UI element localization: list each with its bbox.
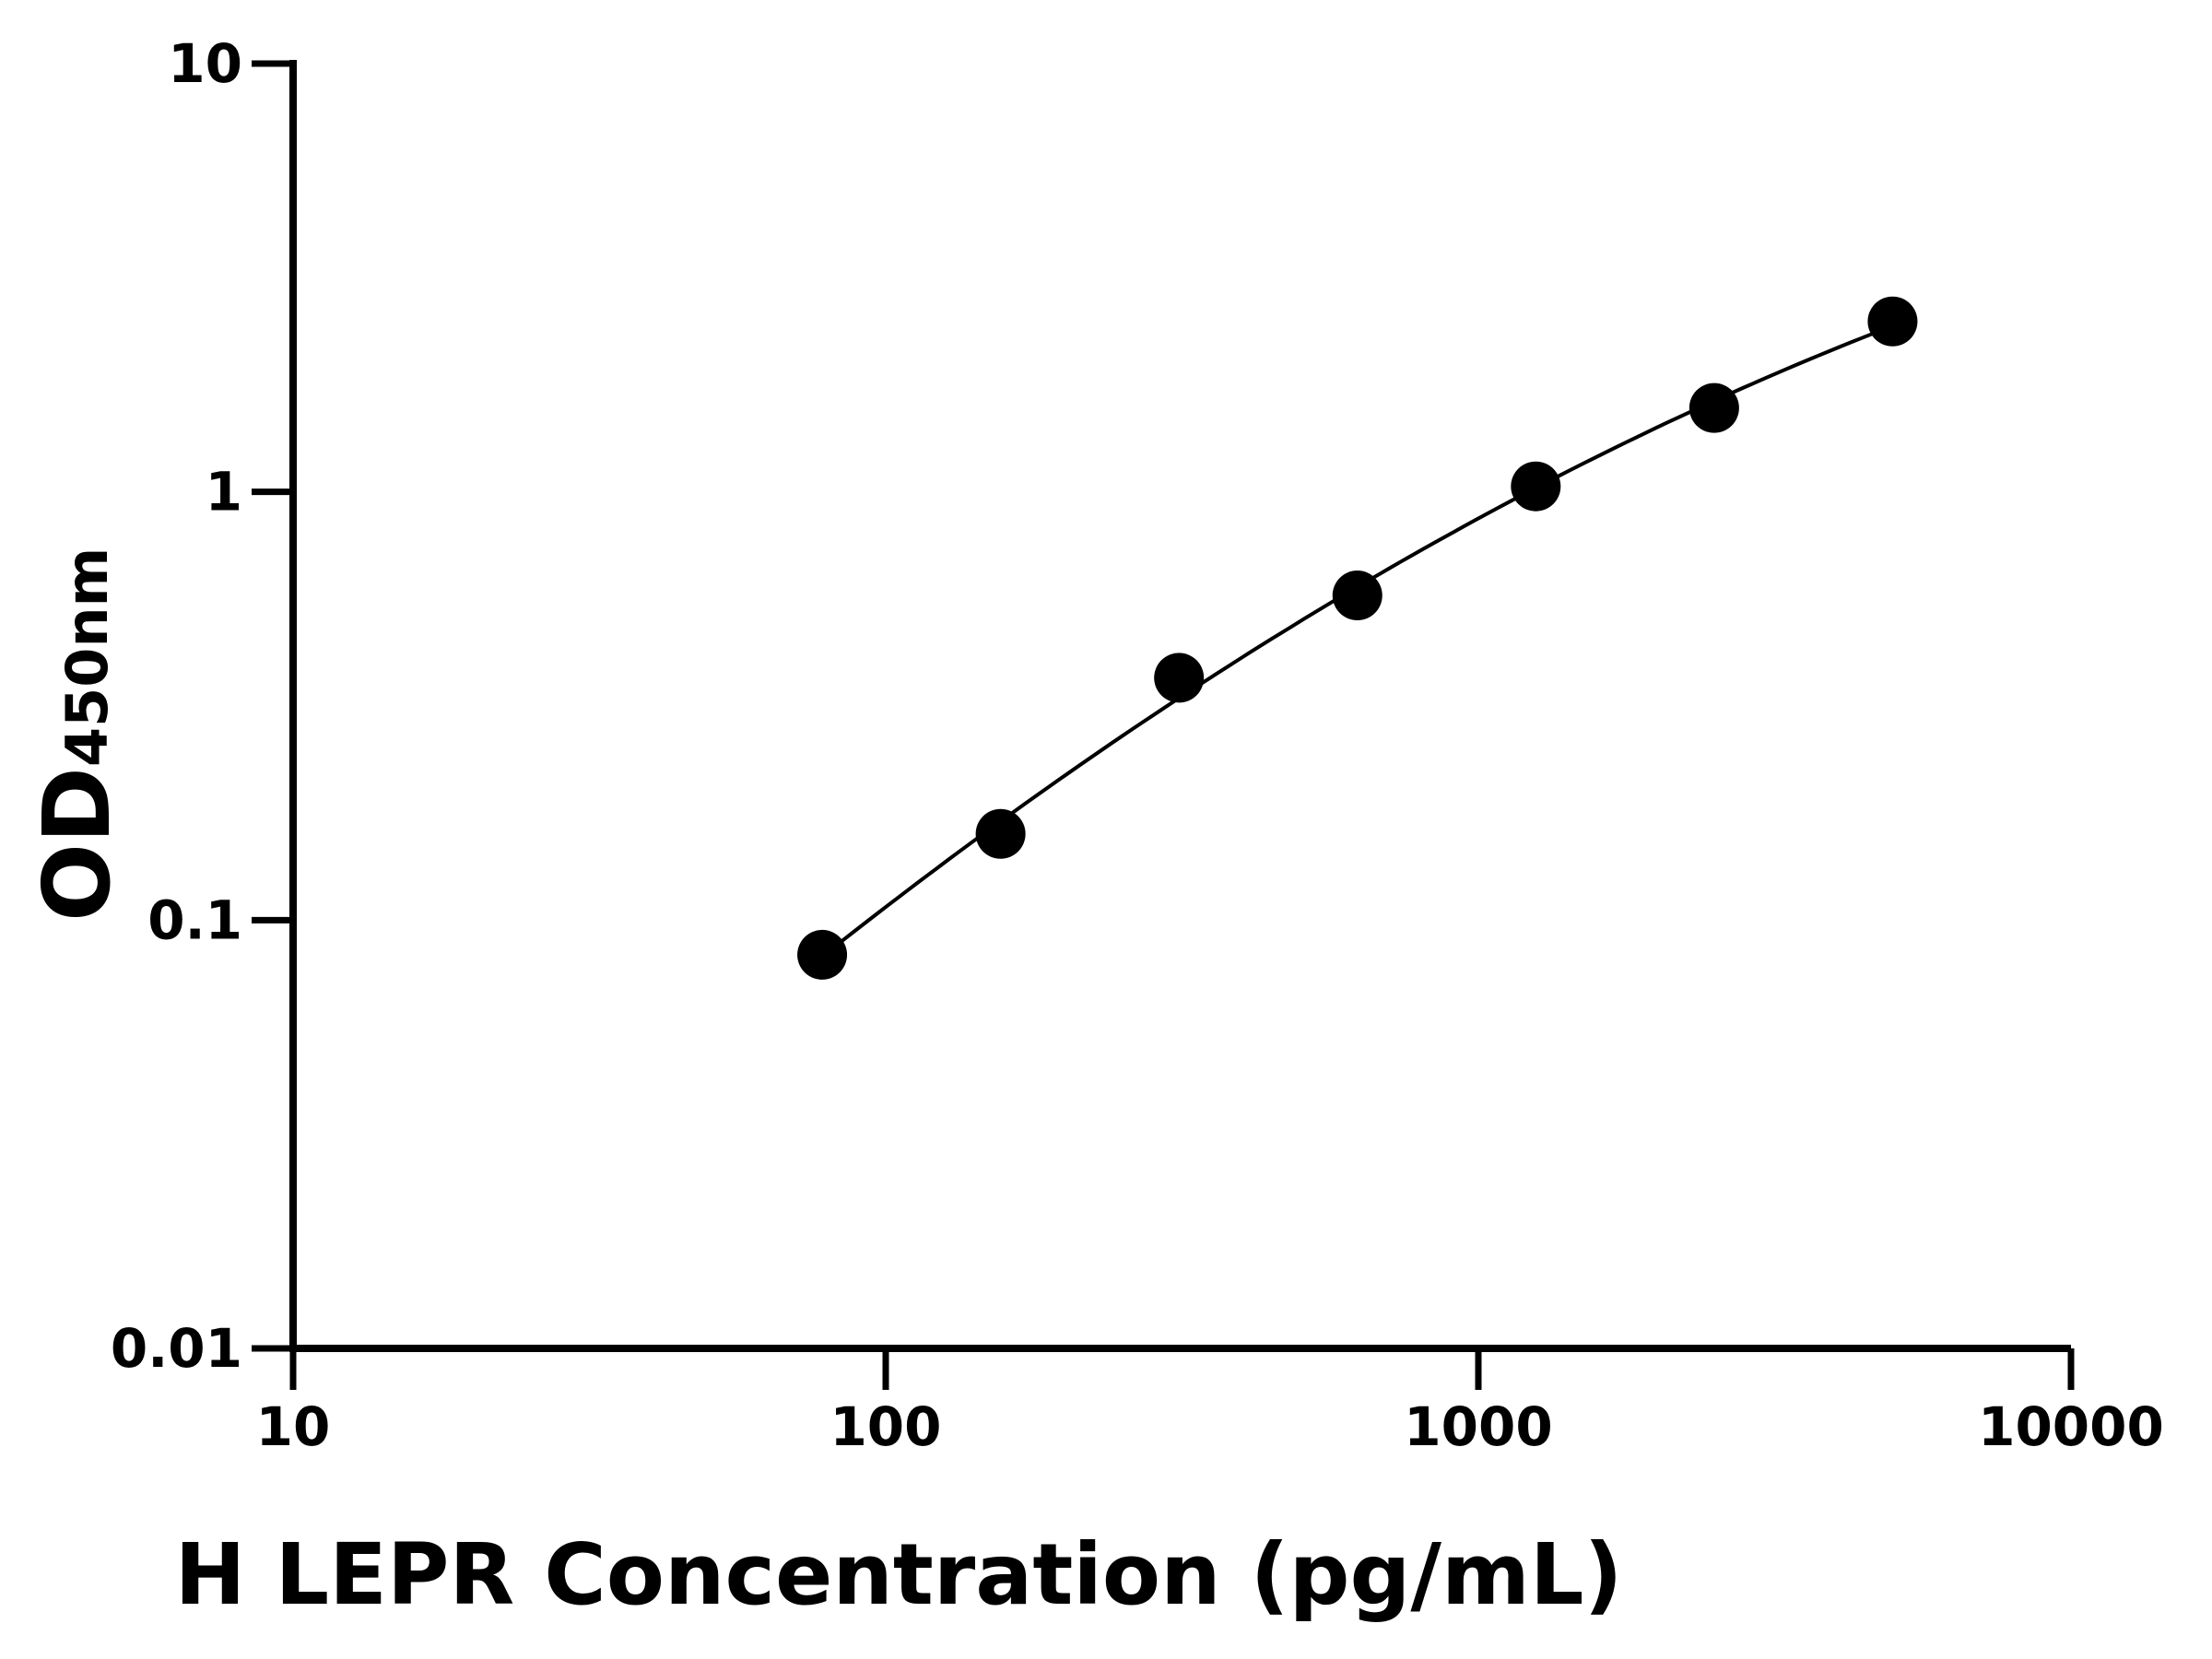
y-tick-label: 0.1 xyxy=(147,888,242,951)
y-axis-label-main: OD xyxy=(23,767,131,922)
x-axis-label: H LEPR Concentration (pg/mL) xyxy=(174,1525,1622,1624)
data-point xyxy=(797,929,848,980)
data-point xyxy=(1332,571,1382,621)
y-ticks: 0.01 0.1 1 10 xyxy=(111,32,293,1380)
x-tick-label: 10 xyxy=(256,1395,331,1458)
data-point xyxy=(1511,461,1561,512)
data-point xyxy=(1154,653,1205,703)
data-point xyxy=(1688,382,1739,433)
svg-text:OD450nm: OD450nm xyxy=(23,547,131,922)
y-tick-label: 10 xyxy=(168,32,242,95)
x-tick-label: 100 xyxy=(830,1395,941,1458)
data-points xyxy=(797,296,1918,980)
y-axis-label: OD450nm xyxy=(23,547,131,922)
x-tick-label: 1000 xyxy=(1404,1395,1552,1458)
x-ticks: 10 100 1000 10000 xyxy=(256,1348,2164,1458)
data-point xyxy=(1867,296,1918,347)
x-tick-label: 10000 xyxy=(1978,1395,2164,1458)
y-axis-label-sub: 450nm xyxy=(53,547,121,767)
y-tick-label: 1 xyxy=(206,461,242,524)
axes xyxy=(289,60,2071,1352)
data-point xyxy=(975,808,1026,859)
y-tick-label: 0.01 xyxy=(111,1317,242,1380)
